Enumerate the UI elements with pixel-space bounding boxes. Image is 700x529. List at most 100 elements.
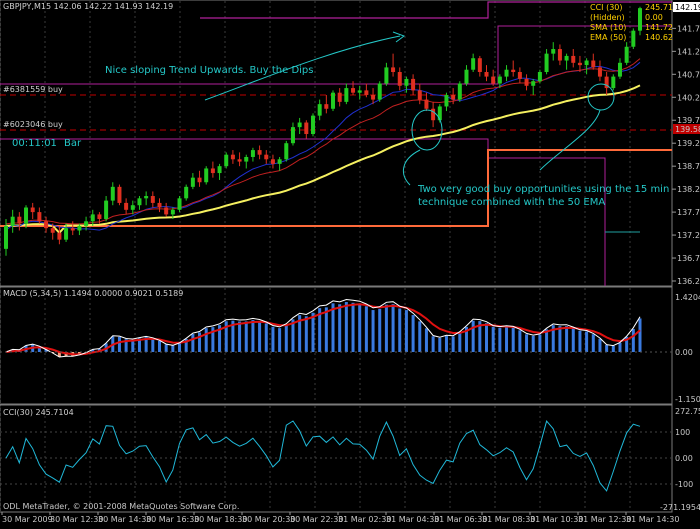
candle-body <box>310 115 315 135</box>
candle-body <box>164 207 169 215</box>
candle-body <box>77 225 82 231</box>
indicator-value: 0.00 <box>645 13 663 22</box>
macd-bar <box>538 334 542 352</box>
ema-50-line <box>5 84 641 235</box>
macd-bar <box>545 329 549 352</box>
macd-bar <box>531 335 535 352</box>
candle-body <box>497 76 502 84</box>
macd-bar <box>304 316 308 352</box>
macd-bar <box>164 344 168 352</box>
macd-bar <box>598 338 602 352</box>
price-tick: 140.75 <box>677 70 700 79</box>
candle-body <box>571 55 576 63</box>
macd-bar <box>37 346 41 352</box>
red-price-label: 139.58 <box>675 125 700 134</box>
macd-bar <box>404 310 408 352</box>
candle-body <box>551 49 556 54</box>
candle-body <box>611 76 616 89</box>
upper-band-line <box>0 25 672 85</box>
macd-panel[interactable] <box>0 286 673 405</box>
macd-bar <box>344 302 348 352</box>
macd-bar <box>418 321 422 352</box>
candle-body <box>130 205 135 210</box>
candle-body <box>417 90 422 100</box>
candle-body <box>377 83 382 100</box>
price-tick: 137.25 <box>677 231 700 240</box>
candle-body <box>44 221 49 229</box>
price-tick: 139.25 <box>677 139 700 148</box>
opportunity-annotation-line-2: technique combined with the 50 EMA <box>418 197 605 208</box>
macd-bar <box>231 320 235 352</box>
macd-bar <box>191 334 195 352</box>
macd-bar <box>44 349 48 352</box>
macd-bar <box>505 327 509 352</box>
price-tick: 140.25 <box>677 93 700 102</box>
indicator-name: SMA (10) <box>590 23 626 32</box>
macd-bar <box>398 308 402 352</box>
candle-body <box>337 92 342 102</box>
candle-body <box>264 154 269 160</box>
candle-body <box>150 196 155 203</box>
candle-body <box>210 168 215 174</box>
macd-bar <box>605 344 609 352</box>
candle-body <box>190 177 195 187</box>
candle-body <box>464 69 469 84</box>
opportunity-annotation-line-1: Two very good buy opportunities using th… <box>417 184 669 195</box>
indicator-hud: CCI (30) 245.71 (Hidden) 0.00 SMA (10) 141.72… <box>590 3 673 42</box>
macd-bar <box>204 328 208 352</box>
candle-body <box>144 196 149 199</box>
cci-tick-minus-100: -100 <box>675 480 693 489</box>
macd-bar <box>238 321 242 352</box>
candle-body <box>197 177 202 183</box>
macd-bar <box>198 332 202 352</box>
candle-body <box>577 62 582 66</box>
macd-bar <box>618 342 622 352</box>
macd-bar <box>291 319 295 352</box>
macd-bar <box>571 328 575 352</box>
macd-bar <box>358 303 362 352</box>
candle-body <box>97 214 102 219</box>
candle-body <box>384 67 389 84</box>
candle-body <box>357 90 362 93</box>
time-tick: 30 Mar 12:30 <box>50 515 103 524</box>
order-label-1: #6381559 buy <box>3 85 63 94</box>
price-tick: 139.75 <box>677 116 700 125</box>
macd-bar <box>258 321 262 352</box>
macd-bar <box>224 321 228 352</box>
macd-bar <box>178 343 182 352</box>
candle-body <box>404 78 409 86</box>
macd-bar <box>498 327 502 352</box>
candle-body <box>304 122 309 135</box>
candle-body <box>631 30 636 47</box>
candle-body <box>317 104 322 116</box>
candle-body <box>371 94 376 100</box>
macd-bar <box>511 327 515 352</box>
time-tick: 30 Mar 18:30 <box>194 515 247 524</box>
cci-tick-100: 100 <box>675 428 690 437</box>
macd-bar <box>611 345 615 352</box>
macd-signal-line <box>5 303 641 356</box>
macd-bar <box>157 340 161 352</box>
dip-circle-1 <box>411 109 443 151</box>
cci-tick-zero: 0.00 <box>675 454 693 463</box>
macd-bar <box>264 323 268 352</box>
candle-body <box>504 69 509 77</box>
price-tick: 138.25 <box>677 185 700 194</box>
candle-body <box>364 90 369 95</box>
sma-10-line <box>5 61 641 231</box>
trend-arrowhead-icon <box>392 31 406 43</box>
candle-body <box>411 78 416 91</box>
candle-body <box>17 216 22 224</box>
candle-body <box>37 212 42 222</box>
candle-body <box>604 76 609 89</box>
macd-bar <box>124 339 128 352</box>
candle-body <box>437 106 442 121</box>
candle-body <box>250 150 255 157</box>
bar-timer-suffix: Bar <box>64 138 82 149</box>
macd-bar <box>431 336 435 352</box>
macd-bar <box>578 330 582 352</box>
candle-body <box>10 216 15 226</box>
candle-body <box>177 198 182 210</box>
bar-timer: 00:11:01 <box>12 138 57 149</box>
candle-body <box>157 202 162 208</box>
